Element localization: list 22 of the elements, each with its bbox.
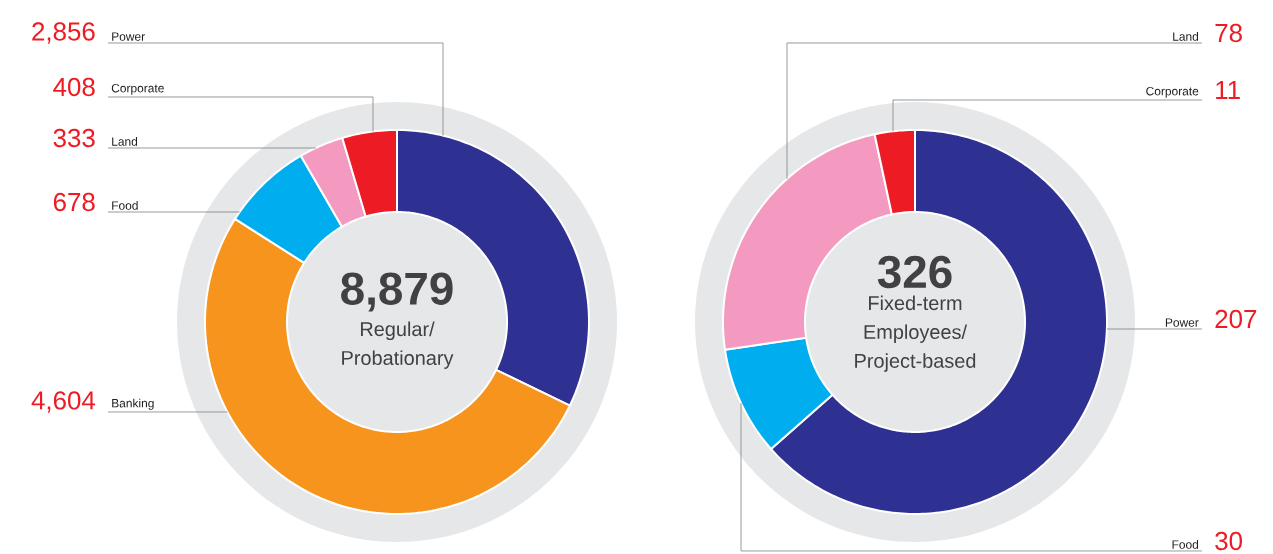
text: 8,879 xyxy=(341,272,453,312)
text: Regular/ Probationary xyxy=(342,321,454,369)
data-label: 2,856 xyxy=(32,22,95,44)
slice-label: Power xyxy=(112,32,145,41)
slice-label: Corporate xyxy=(1146,86,1199,98)
data-label: 408 xyxy=(53,77,95,97)
slice-label: Food xyxy=(1172,540,1199,549)
text: 326 xyxy=(877,255,952,289)
data-label: 11 xyxy=(1216,81,1240,99)
data-label: 78 xyxy=(1215,23,1242,43)
data-label: 678 xyxy=(53,192,95,212)
data-label: 30 xyxy=(1215,531,1242,551)
slice-label: Power xyxy=(1165,318,1199,327)
slice-label: Banking xyxy=(112,398,154,410)
data-label: 207 xyxy=(1215,309,1257,329)
data-label: 4,604 xyxy=(31,391,96,413)
text: Fixed-term Employees/ Project-based xyxy=(855,295,976,372)
slice-label: Corporate xyxy=(111,83,164,95)
data-label: 333 xyxy=(53,128,95,148)
slice-label: Food xyxy=(112,201,138,210)
slice-label: Land xyxy=(1173,32,1199,41)
slice-label: Land xyxy=(112,137,138,146)
